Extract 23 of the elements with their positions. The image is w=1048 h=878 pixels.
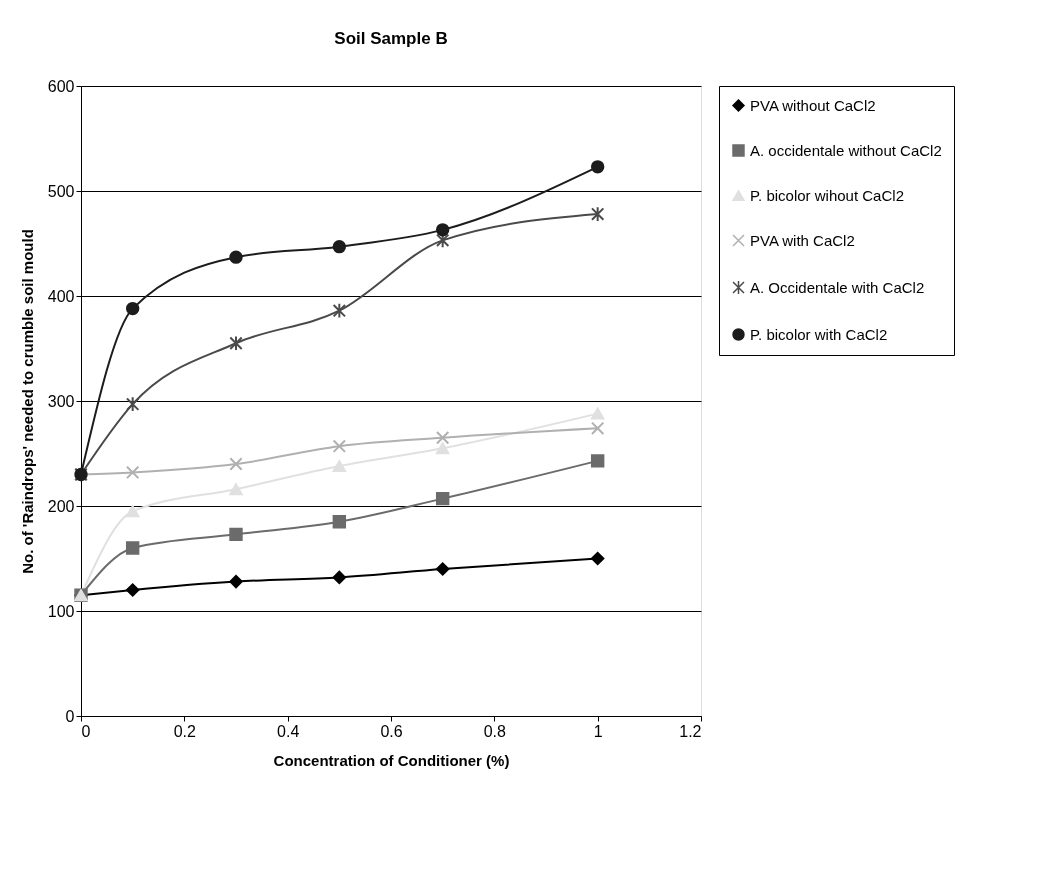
x-tick-label: 0.2 — [173, 722, 197, 740]
y-tick-label: 0 — [65, 707, 75, 725]
x-tick-label: 1.2 — [679, 722, 702, 740]
x-axis-title: Concentration of Conditioner (%) — [273, 751, 510, 769]
y-tick-label: 300 — [47, 392, 75, 410]
legend-label: PVA with CaCl2 — [750, 231, 855, 249]
x-tick-label: 0.6 — [380, 722, 403, 740]
y-tick-label: 500 — [47, 182, 75, 200]
x-tick-label: 0 — [81, 722, 91, 740]
y-tick-label: 400 — [47, 287, 75, 305]
y-tick-label: 200 — [47, 497, 75, 515]
legend-label: PVA without CaCl2 — [750, 96, 876, 114]
legend-label: A. Occidentale with CaCl2 — [750, 278, 925, 296]
x-tick-label: 1 — [593, 722, 603, 740]
x-tick-label: 0.8 — [483, 722, 507, 740]
y-tick-label: 600 — [47, 77, 75, 95]
x-tick-label: 0.4 — [277, 722, 300, 740]
legend-label: P. bicolor wihout CaCl2 — [750, 186, 904, 204]
chart-title: Soil Sample B — [334, 29, 448, 48]
legend-label: P. bicolor with CaCl2 — [750, 325, 888, 343]
y-tick-label: 100 — [47, 602, 75, 620]
legend-label: A. occidentale without CaCl2 — [750, 141, 942, 159]
y-axis-title: No. of 'Raindrops' needed to crumble soil mould — [18, 229, 36, 574]
